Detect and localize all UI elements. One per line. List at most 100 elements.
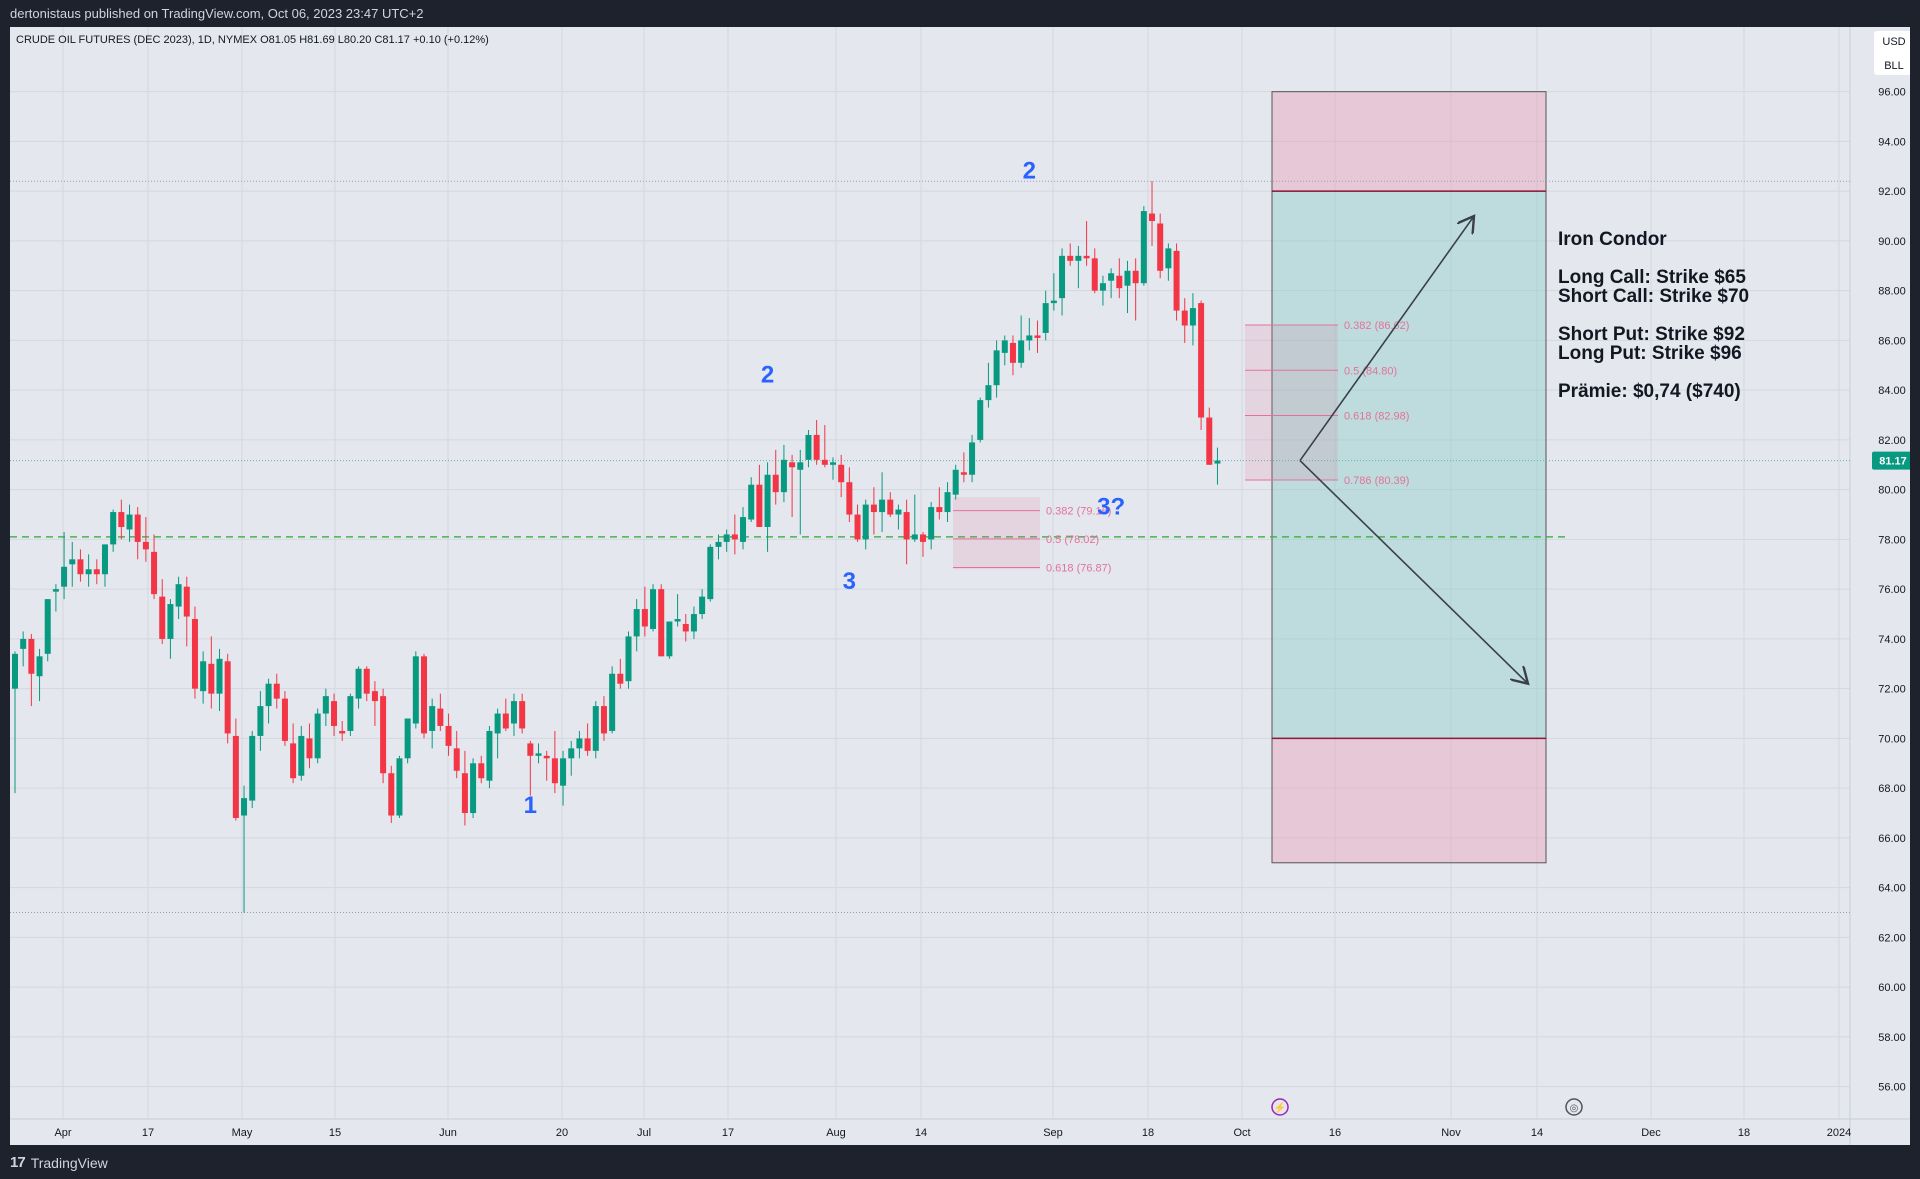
fib-level-label: 0.786 (80.39) [1344, 475, 1409, 487]
candle-body [862, 504, 869, 540]
candle-body [421, 656, 427, 734]
candle-body [20, 638, 27, 649]
price-tick-label: 72.00 [1878, 684, 1906, 696]
candle-body [879, 499, 886, 513]
candle-body [551, 758, 558, 784]
price-tick-label: 56.00 [1878, 1082, 1906, 1094]
candle-body [93, 569, 100, 575]
candle-body [502, 713, 509, 729]
candle-body [331, 701, 338, 726]
unit-label[interactable]: BLL [1884, 60, 1904, 72]
candle-body [69, 559, 76, 565]
candle-body [380, 696, 387, 774]
candle-body [674, 619, 681, 622]
candle-body [265, 683, 272, 707]
price-tick-label: 92.00 [1878, 186, 1906, 198]
time-tick-label: Sep [1043, 1127, 1063, 1139]
currency-box[interactable] [1874, 31, 1914, 75]
loss-zone [1271, 737, 1547, 864]
candle-body [1050, 300, 1057, 304]
candle-body [960, 472, 967, 475]
candle-body [682, 623, 689, 632]
candle-body [61, 566, 68, 587]
wave-label: 2 [1023, 158, 1036, 185]
tradingview-logo-icon: 17 [10, 1154, 26, 1171]
fib-level-label: 0.618 (76.87) [1046, 563, 1111, 575]
projection-arrow [1299, 216, 1474, 462]
candle-body [101, 544, 108, 575]
candle-body [870, 504, 877, 513]
price-chart[interactable]: 0.382 (79.16)0.5 (78.02)0.618 (76.87)0.3… [10, 27, 1914, 1145]
candle-body [600, 706, 607, 734]
time-tick-label: Apr [54, 1127, 71, 1139]
candle-body [560, 758, 567, 786]
price-tick-label: 84.00 [1878, 385, 1906, 397]
candle-body [28, 638, 35, 674]
price-tick-label: 76.00 [1878, 584, 1906, 596]
event-dividend-icon[interactable] [1565, 1098, 1583, 1116]
candle-body [216, 658, 223, 694]
annotation-line: Long Put: Strike $96 [1558, 343, 1742, 364]
candle-body [85, 569, 92, 575]
price-tick-label: 64.00 [1878, 883, 1906, 895]
candle-body [641, 609, 648, 627]
candle-body [388, 773, 395, 816]
candle-body [1083, 255, 1090, 259]
candle-body [617, 673, 624, 684]
price-tick-label: 66.00 [1878, 833, 1906, 845]
annotation-line: Short Call: Strike $70 [1558, 286, 1749, 307]
time-tick-label: 14 [915, 1127, 927, 1139]
candle-body [183, 586, 190, 617]
candle-body [1157, 223, 1164, 271]
candle-body [609, 673, 616, 731]
candle-body [944, 492, 951, 513]
candle-body [723, 534, 730, 542]
profit-zone [1271, 190, 1547, 739]
candle-body [191, 619, 198, 689]
candle-body [1067, 255, 1074, 261]
candle-body [322, 696, 329, 714]
candle-body [298, 735, 305, 776]
fib-zone [953, 497, 1040, 570]
candle-body [1009, 342, 1016, 363]
price-tick-label: 90.00 [1878, 236, 1906, 248]
price-tick-label: 96.00 [1878, 87, 1906, 99]
price-tick-label: 86.00 [1878, 335, 1906, 347]
time-tick-label: Jun [439, 1127, 457, 1139]
candle-body [740, 517, 747, 542]
candle-body [846, 482, 853, 515]
candle-body [290, 743, 297, 779]
price-tick-label: 68.00 [1878, 783, 1906, 795]
candle-body [1001, 340, 1008, 353]
candle-body [592, 706, 599, 751]
candle-body [494, 713, 501, 734]
plot-background [10, 27, 1910, 1145]
price-tick-label: 74.00 [1878, 634, 1906, 646]
currency-label[interactable]: USD [1882, 36, 1905, 48]
time-tick-label: Oct [1233, 1127, 1250, 1139]
candle-body [535, 753, 542, 756]
candle-body [699, 596, 706, 615]
candle-body [200, 661, 207, 692]
candle-body [1173, 250, 1180, 311]
candle-body [36, 656, 43, 677]
candle-body [543, 755, 550, 759]
chart-frame[interactable]: 0.382 (79.16) 0.5 (78.02) 0.618 (76.87) 0.3… [10, 27, 1914, 1145]
candle-body [690, 614, 697, 632]
event-bolt-icon[interactable] [1271, 1098, 1289, 1116]
price-tick-label: 80.00 [1878, 485, 1906, 497]
loss-zone [1271, 91, 1547, 192]
time-tick-label: Nov [1441, 1127, 1461, 1139]
price-tick-label: 58.00 [1878, 1032, 1906, 1044]
time-tick-label: 20 [556, 1127, 568, 1139]
time-tick-label: 15 [329, 1127, 341, 1139]
candle-body [486, 730, 493, 781]
candle-body [281, 698, 288, 741]
candle-body [985, 385, 992, 401]
candle-body [993, 350, 1000, 386]
event-bolt-glyph: ⚡ [1274, 1101, 1286, 1114]
price-tick-label: 70.00 [1878, 733, 1906, 745]
candle-body [928, 507, 935, 540]
candle-body [633, 609, 640, 637]
tradingview-brand[interactable]: 17 TradingView [10, 1154, 108, 1171]
